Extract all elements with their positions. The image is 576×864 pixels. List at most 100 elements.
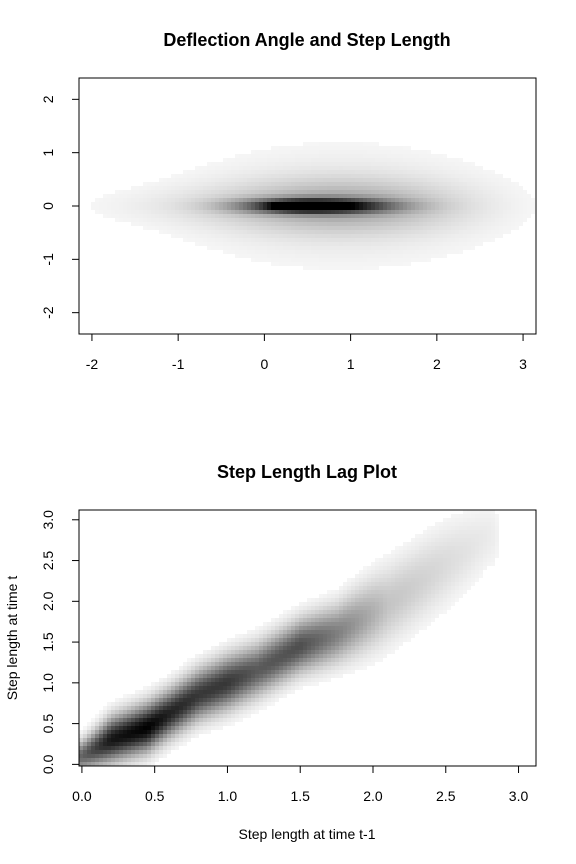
density-cell (259, 218, 263, 222)
density-cell (423, 258, 427, 262)
density-cell (279, 250, 283, 254)
density-cell (223, 226, 227, 230)
density-cell (211, 662, 215, 666)
density-cell (351, 614, 355, 618)
density-cell (347, 630, 351, 634)
density-cell (499, 234, 503, 238)
density-cell (203, 654, 207, 658)
density-cell (419, 162, 423, 166)
density-cell (427, 238, 431, 242)
density-cell (391, 586, 395, 590)
density-cell (395, 158, 399, 162)
density-cell (311, 150, 315, 154)
density-cell (375, 266, 379, 270)
density-cell (467, 526, 471, 530)
density-cell (147, 214, 151, 218)
density-cell (399, 150, 403, 154)
density-cell (119, 734, 123, 738)
density-cell (195, 710, 199, 714)
density-cell (331, 194, 335, 198)
density-cell (495, 186, 499, 190)
density-cell (311, 174, 315, 178)
density-cell (487, 186, 491, 190)
density-cell (399, 234, 403, 238)
density-cell (347, 606, 351, 610)
density-cell (259, 674, 263, 678)
density-cell (379, 182, 383, 186)
density-cell (271, 254, 275, 258)
density-cell (435, 546, 439, 550)
density-cell (239, 202, 243, 206)
density-cell (395, 634, 399, 638)
density-cell (419, 186, 423, 190)
density-cell (435, 550, 439, 554)
density-cell (287, 630, 291, 634)
density-cell (391, 210, 395, 214)
density-cell (367, 266, 371, 270)
density-cell (271, 626, 275, 630)
density-cell (175, 682, 179, 686)
density-cell (291, 190, 295, 194)
density-cell (467, 530, 471, 534)
density-cell (183, 726, 187, 730)
density-cell (207, 226, 211, 230)
density-cell (99, 198, 103, 202)
density-cell (347, 266, 351, 270)
density-cell (407, 638, 411, 642)
density-cell (355, 654, 359, 658)
density-cell (263, 206, 267, 210)
density-cell (403, 586, 407, 590)
density-cell (283, 170, 287, 174)
density-cell (395, 546, 399, 550)
density-cell (407, 554, 411, 558)
density-cell (367, 602, 371, 606)
density-cell (195, 170, 199, 174)
density-cell (279, 674, 283, 678)
density-cell (279, 626, 283, 630)
density-cell (287, 666, 291, 670)
density-cell (475, 570, 479, 574)
density-cell (403, 158, 407, 162)
density-cell (167, 714, 171, 718)
density-cell (299, 158, 303, 162)
density-cell (463, 190, 467, 194)
density-cell (279, 662, 283, 666)
density-cell (519, 190, 523, 194)
density-cell (223, 218, 227, 222)
density-cell (463, 238, 467, 242)
density-cell (191, 198, 195, 202)
density-cell (239, 214, 243, 218)
density-cell (379, 262, 383, 266)
density-cell (315, 650, 319, 654)
density-cell (203, 174, 207, 178)
density-cell (119, 726, 123, 730)
density-cell (443, 178, 447, 182)
density-cell (459, 514, 463, 518)
density-cell (255, 658, 259, 662)
density-cell (199, 694, 203, 698)
density-cell (375, 262, 379, 266)
density-cell (295, 622, 299, 626)
density-cell (387, 250, 391, 254)
density-cell (511, 226, 515, 230)
x-tick-label: 1 (347, 356, 355, 372)
density-cell (495, 222, 499, 226)
density-cell (471, 578, 475, 582)
density-cell (367, 150, 371, 154)
density-cell (411, 598, 415, 602)
density-cell (239, 642, 243, 646)
density-cell (483, 170, 487, 174)
density-cell (503, 178, 507, 182)
density-cell (167, 206, 171, 210)
density-cell (395, 250, 399, 254)
density-cell (323, 666, 327, 670)
density-cell (435, 594, 439, 598)
density-cell (231, 718, 235, 722)
density-cell (423, 154, 427, 158)
density-cell (247, 634, 251, 638)
density-cell (287, 230, 291, 234)
density-cell (359, 586, 363, 590)
density-cell (395, 582, 399, 586)
density-cell (95, 734, 99, 738)
density-cell (363, 646, 367, 650)
